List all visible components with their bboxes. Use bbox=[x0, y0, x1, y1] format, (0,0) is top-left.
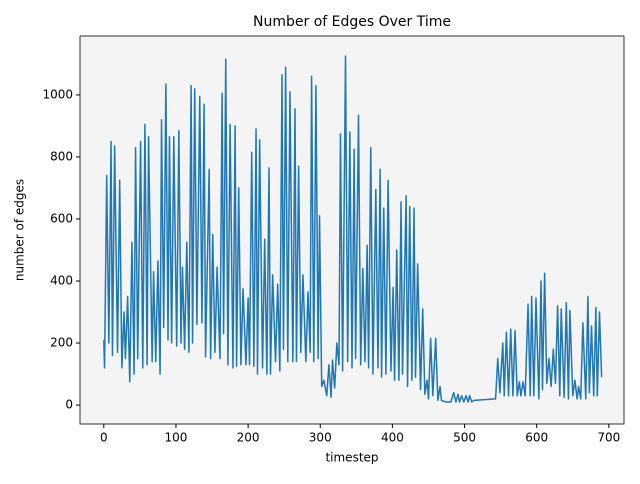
y-axis-label: number of edges bbox=[13, 179, 27, 281]
x-tick-label: 300 bbox=[309, 431, 332, 445]
y-tick-label: 1000 bbox=[42, 87, 73, 101]
y-tick-label: 800 bbox=[50, 149, 73, 163]
x-tick-label: 400 bbox=[381, 431, 404, 445]
x-tick-label: 700 bbox=[597, 431, 620, 445]
x-tick-label: 600 bbox=[525, 431, 548, 445]
chart-title: Number of Edges Over Time bbox=[253, 14, 451, 30]
data-line bbox=[103, 55, 603, 403]
x-axis-label: timestep bbox=[325, 451, 378, 465]
y-tick-label: 0 bbox=[65, 398, 73, 412]
x-tick-label: 500 bbox=[453, 431, 476, 445]
y-tick-label: 400 bbox=[50, 274, 73, 288]
x-tick-label: 200 bbox=[237, 431, 260, 445]
y-tick-label: 600 bbox=[50, 211, 73, 225]
y-tick-label: 200 bbox=[50, 336, 73, 350]
x-tick-label: 100 bbox=[165, 431, 188, 445]
plot-frame bbox=[79, 35, 625, 425]
x-tick-label: 0 bbox=[100, 431, 108, 445]
